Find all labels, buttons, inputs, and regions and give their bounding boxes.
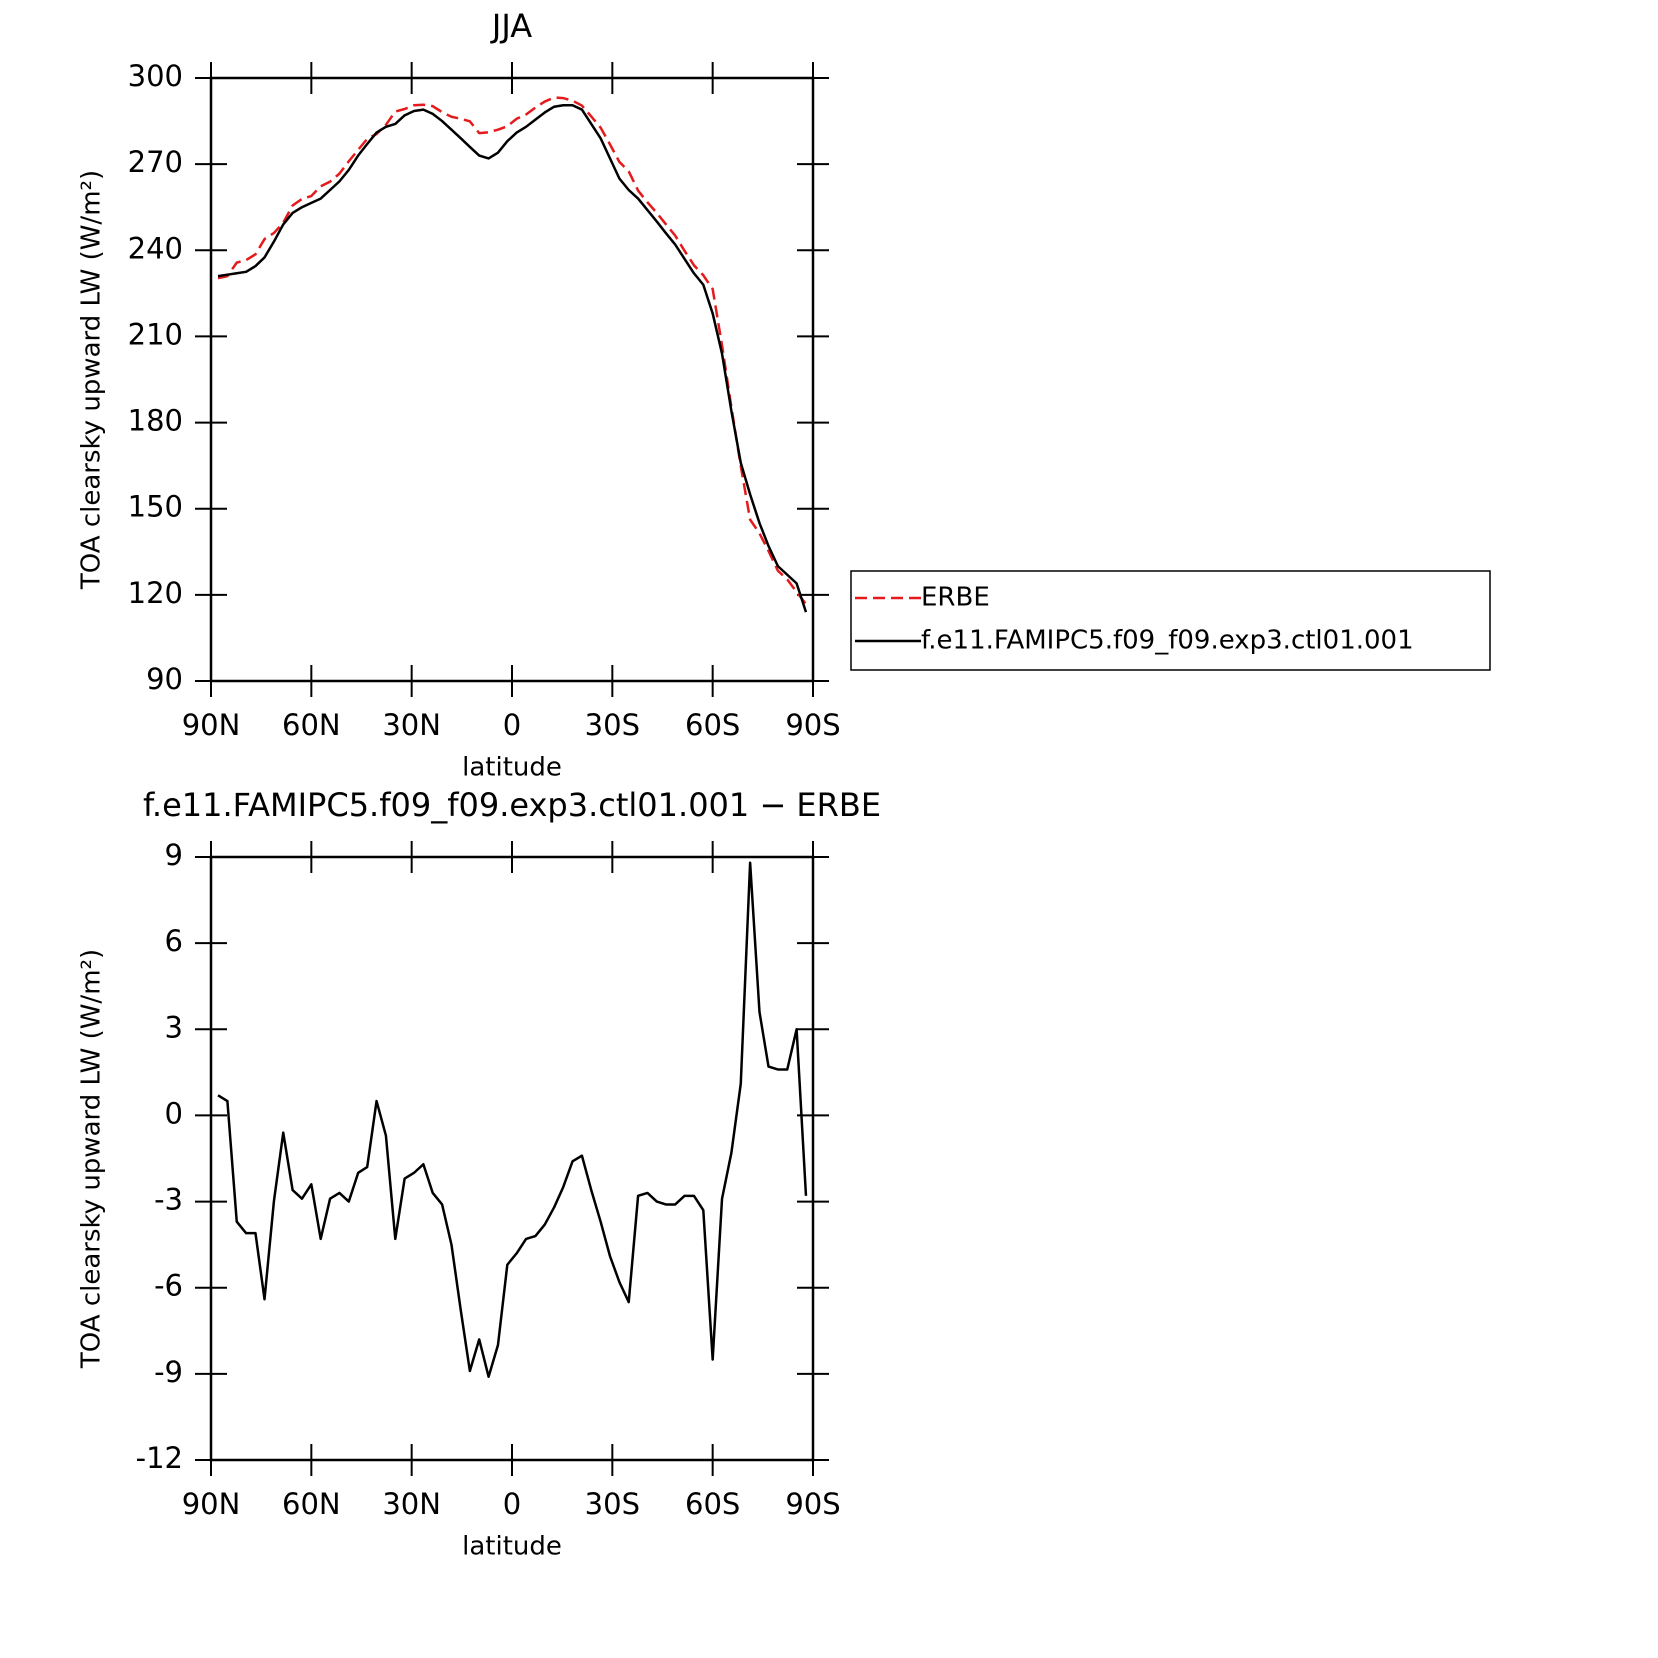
y-tick-label: 120 — [128, 576, 183, 610]
y-tick-label: 6 — [165, 924, 183, 958]
plot-frame — [209, 76, 815, 683]
x-tick-label: 60N — [282, 708, 341, 742]
x-tick-label: 30N — [382, 1487, 441, 1521]
y-tick-label: -6 — [154, 1269, 183, 1303]
y-tick-label: 0 — [165, 1096, 183, 1130]
series-line — [217, 104, 808, 613]
y-axis-label: TOA clearsky upward LW (W/m²) — [77, 170, 107, 590]
x-axis-label: latitude — [462, 753, 562, 783]
x-tick-label: 60S — [685, 1487, 740, 1521]
x-tick-label: 90N — [182, 1487, 241, 1521]
series-line — [217, 861, 808, 1378]
y-tick-label: 240 — [128, 231, 183, 265]
x-tick-label: 90S — [785, 1487, 840, 1521]
y-tick-label: 150 — [128, 490, 183, 524]
legend-label: ERBE — [921, 583, 990, 613]
y-tick-label: 9 — [165, 838, 183, 872]
y-tick-label: -12 — [136, 1441, 183, 1475]
x-axis-label: latitude — [462, 1532, 562, 1562]
series-line — [217, 96, 807, 605]
y-tick-label: 210 — [128, 317, 183, 351]
x-tick-label: 30S — [585, 708, 640, 742]
x-tick-label: 30S — [585, 1487, 640, 1521]
y-tick-label: 90 — [146, 662, 183, 696]
chart-title: JJA — [490, 7, 532, 45]
x-tick-label: 30N — [382, 708, 441, 742]
plot-frame — [209, 855, 815, 1462]
y-tick-label: 300 — [128, 59, 183, 93]
x-tick-label: 60S — [685, 708, 740, 742]
y-axis-label: TOA clearsky upward LW (W/m²) — [77, 949, 107, 1369]
y-tick-label: -9 — [154, 1355, 183, 1389]
legend-label: f.e11.FAMIPC5.f09_f09.exp3.ctl01.001 — [921, 626, 1414, 656]
x-tick-label: 60N — [282, 1487, 341, 1521]
y-tick-label: 3 — [165, 1010, 183, 1044]
y-tick-label: -3 — [154, 1183, 183, 1217]
x-tick-label: 90N — [182, 708, 241, 742]
y-tick-label: 270 — [128, 145, 183, 179]
x-tick-label: 0 — [503, 1487, 521, 1521]
x-tick-label: 0 — [503, 708, 521, 742]
chart-title: f.e11.FAMIPC5.f09_f09.exp3.ctl01.001 − E… — [143, 786, 881, 824]
legend-box — [850, 570, 1491, 671]
y-tick-label: 180 — [128, 404, 183, 438]
x-tick-label: 90S — [785, 708, 840, 742]
